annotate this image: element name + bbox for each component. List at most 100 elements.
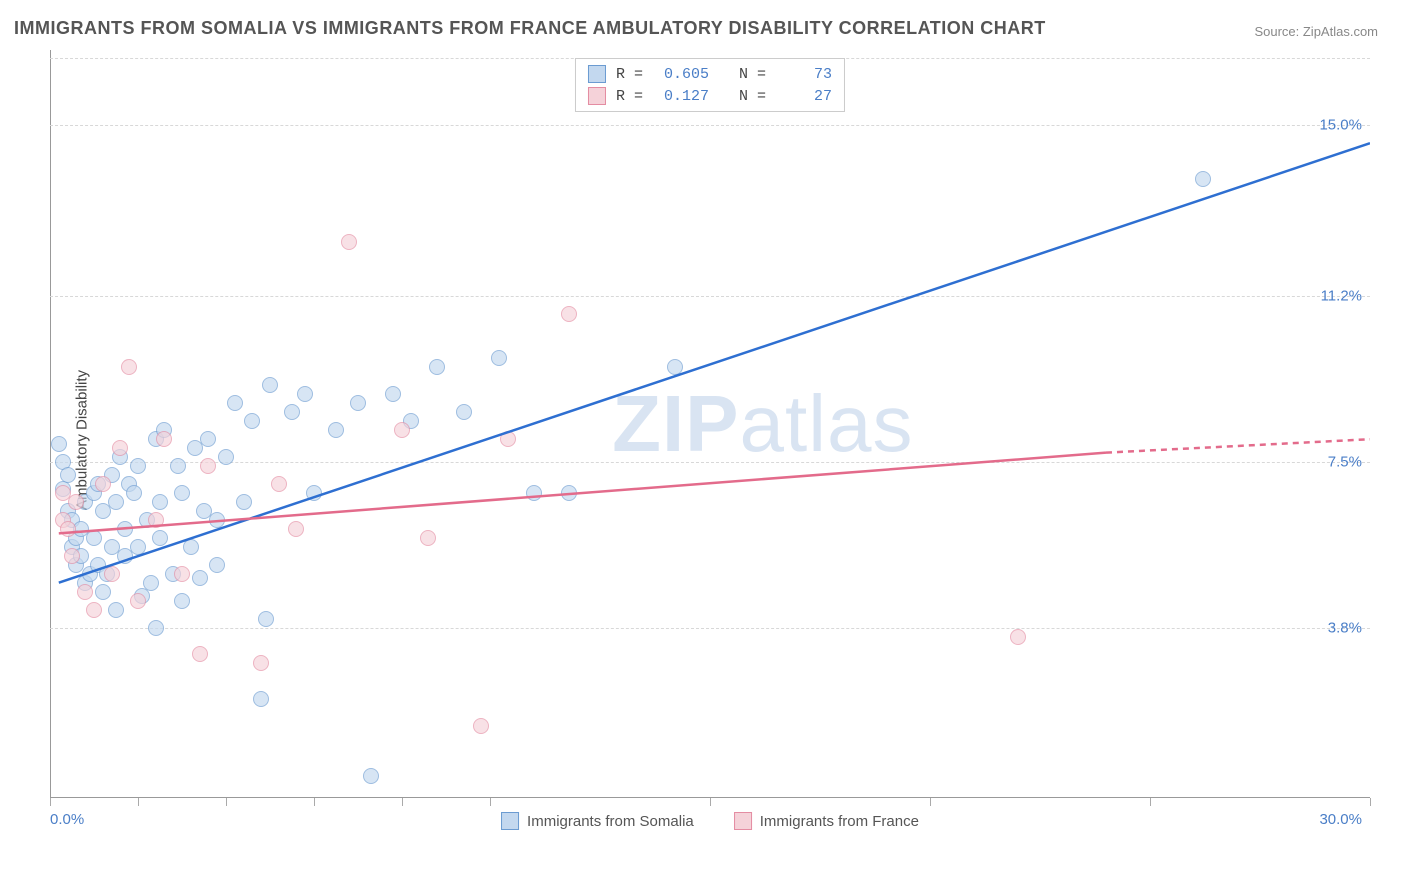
scatter-point bbox=[170, 458, 186, 474]
swatch-france-icon bbox=[734, 812, 752, 830]
scatter-point bbox=[112, 440, 128, 456]
ytick-label: 3.8% bbox=[1328, 619, 1362, 636]
scatter-point bbox=[104, 566, 120, 582]
scatter-point bbox=[328, 422, 344, 438]
scatter-point bbox=[218, 449, 234, 465]
plot-area: Ambulatory Disability ZIPatlas 3.8%7.5%1… bbox=[50, 50, 1370, 830]
legend-row-somalia: R = 0.605 N = 73 bbox=[588, 63, 832, 85]
scatter-point bbox=[288, 521, 304, 537]
swatch-somalia-icon bbox=[501, 812, 519, 830]
gridline bbox=[50, 628, 1370, 629]
xtick-mark bbox=[1370, 798, 1371, 806]
scatter-point bbox=[64, 548, 80, 564]
scatter-point bbox=[561, 485, 577, 501]
x-min-label: 0.0% bbox=[50, 811, 84, 828]
scatter-point bbox=[1195, 171, 1211, 187]
gridline bbox=[50, 125, 1370, 126]
scatter-point bbox=[262, 377, 278, 393]
scatter-point bbox=[271, 476, 287, 492]
scatter-point bbox=[258, 611, 274, 627]
scatter-point bbox=[244, 413, 260, 429]
legend-item-france: Immigrants from France bbox=[734, 812, 919, 830]
source-label: Source: ZipAtlas.com bbox=[1254, 24, 1378, 39]
scatter-point bbox=[200, 431, 216, 447]
chart-container: IMMIGRANTS FROM SOMALIA VS IMMIGRANTS FR… bbox=[0, 0, 1406, 892]
x-max-label: 30.0% bbox=[1319, 811, 1362, 828]
scatter-point bbox=[209, 512, 225, 528]
scatter-point bbox=[152, 494, 168, 510]
scatter-point bbox=[174, 593, 190, 609]
scatter-point bbox=[429, 359, 445, 375]
scatter-point bbox=[95, 584, 111, 600]
scatter-point bbox=[253, 691, 269, 707]
scatter-point bbox=[60, 521, 76, 537]
scatter-point bbox=[130, 539, 146, 555]
gridline bbox=[50, 296, 1370, 297]
scatter-point bbox=[227, 395, 243, 411]
scatter-point bbox=[456, 404, 472, 420]
trend-line bbox=[1106, 439, 1370, 452]
scatter-point bbox=[473, 718, 489, 734]
trendlines-svg bbox=[50, 50, 1370, 830]
scatter-point bbox=[420, 530, 436, 546]
scatter-point bbox=[86, 602, 102, 618]
legend-label: Immigrants from France bbox=[760, 813, 919, 830]
scatter-point bbox=[174, 566, 190, 582]
scatter-point bbox=[491, 350, 507, 366]
scatter-point bbox=[156, 431, 172, 447]
trend-line bbox=[59, 143, 1370, 583]
scatter-point bbox=[51, 436, 67, 452]
scatter-point bbox=[236, 494, 252, 510]
scatter-point bbox=[108, 602, 124, 618]
ytick-label: 7.5% bbox=[1328, 453, 1362, 470]
xtick-mark bbox=[50, 798, 51, 806]
series-legend: Immigrants from Somalia Immigrants from … bbox=[501, 812, 919, 830]
xtick-mark bbox=[710, 798, 711, 806]
scatter-point bbox=[148, 512, 164, 528]
legend-row-france: R = 0.127 N = 27 bbox=[588, 85, 832, 107]
ytick-label: 11.2% bbox=[1321, 287, 1362, 304]
scatter-point bbox=[192, 646, 208, 662]
scatter-point bbox=[297, 386, 313, 402]
scatter-point bbox=[108, 494, 124, 510]
ytick-label: 15.0% bbox=[1319, 117, 1362, 134]
scatter-point bbox=[306, 485, 322, 501]
correlation-legend: R = 0.605 N = 73 R = 0.127 N = 27 bbox=[575, 58, 845, 112]
scatter-point bbox=[121, 359, 137, 375]
xtick-mark bbox=[402, 798, 403, 806]
xtick-mark bbox=[138, 798, 139, 806]
scatter-point bbox=[526, 485, 542, 501]
scatter-point bbox=[341, 234, 357, 250]
scatter-point bbox=[284, 404, 300, 420]
chart-title: IMMIGRANTS FROM SOMALIA VS IMMIGRANTS FR… bbox=[14, 18, 1046, 39]
scatter-point bbox=[77, 584, 93, 600]
xtick-mark bbox=[314, 798, 315, 806]
legend-item-somalia: Immigrants from Somalia bbox=[501, 812, 694, 830]
scatter-point bbox=[183, 539, 199, 555]
scatter-point bbox=[200, 458, 216, 474]
gridline bbox=[50, 462, 1370, 463]
scatter-point bbox=[126, 485, 142, 501]
xtick-mark bbox=[226, 798, 227, 806]
scatter-point bbox=[561, 306, 577, 322]
scatter-point bbox=[143, 575, 159, 591]
scatter-point bbox=[350, 395, 366, 411]
xtick-mark bbox=[930, 798, 931, 806]
scatter-point bbox=[130, 458, 146, 474]
scatter-point bbox=[363, 768, 379, 784]
scatter-point bbox=[174, 485, 190, 501]
scatter-point bbox=[192, 570, 208, 586]
scatter-point bbox=[86, 530, 102, 546]
legend-label: Immigrants from Somalia bbox=[527, 813, 694, 830]
scatter-point bbox=[253, 655, 269, 671]
swatch-france-icon bbox=[588, 87, 606, 105]
scatter-point bbox=[500, 431, 516, 447]
scatter-point bbox=[117, 521, 133, 537]
scatter-point bbox=[152, 530, 168, 546]
scatter-point bbox=[148, 620, 164, 636]
xtick-mark bbox=[1150, 798, 1151, 806]
scatter-point bbox=[68, 494, 84, 510]
scatter-point bbox=[209, 557, 225, 573]
y-axis-line bbox=[50, 50, 51, 798]
scatter-point bbox=[667, 359, 683, 375]
